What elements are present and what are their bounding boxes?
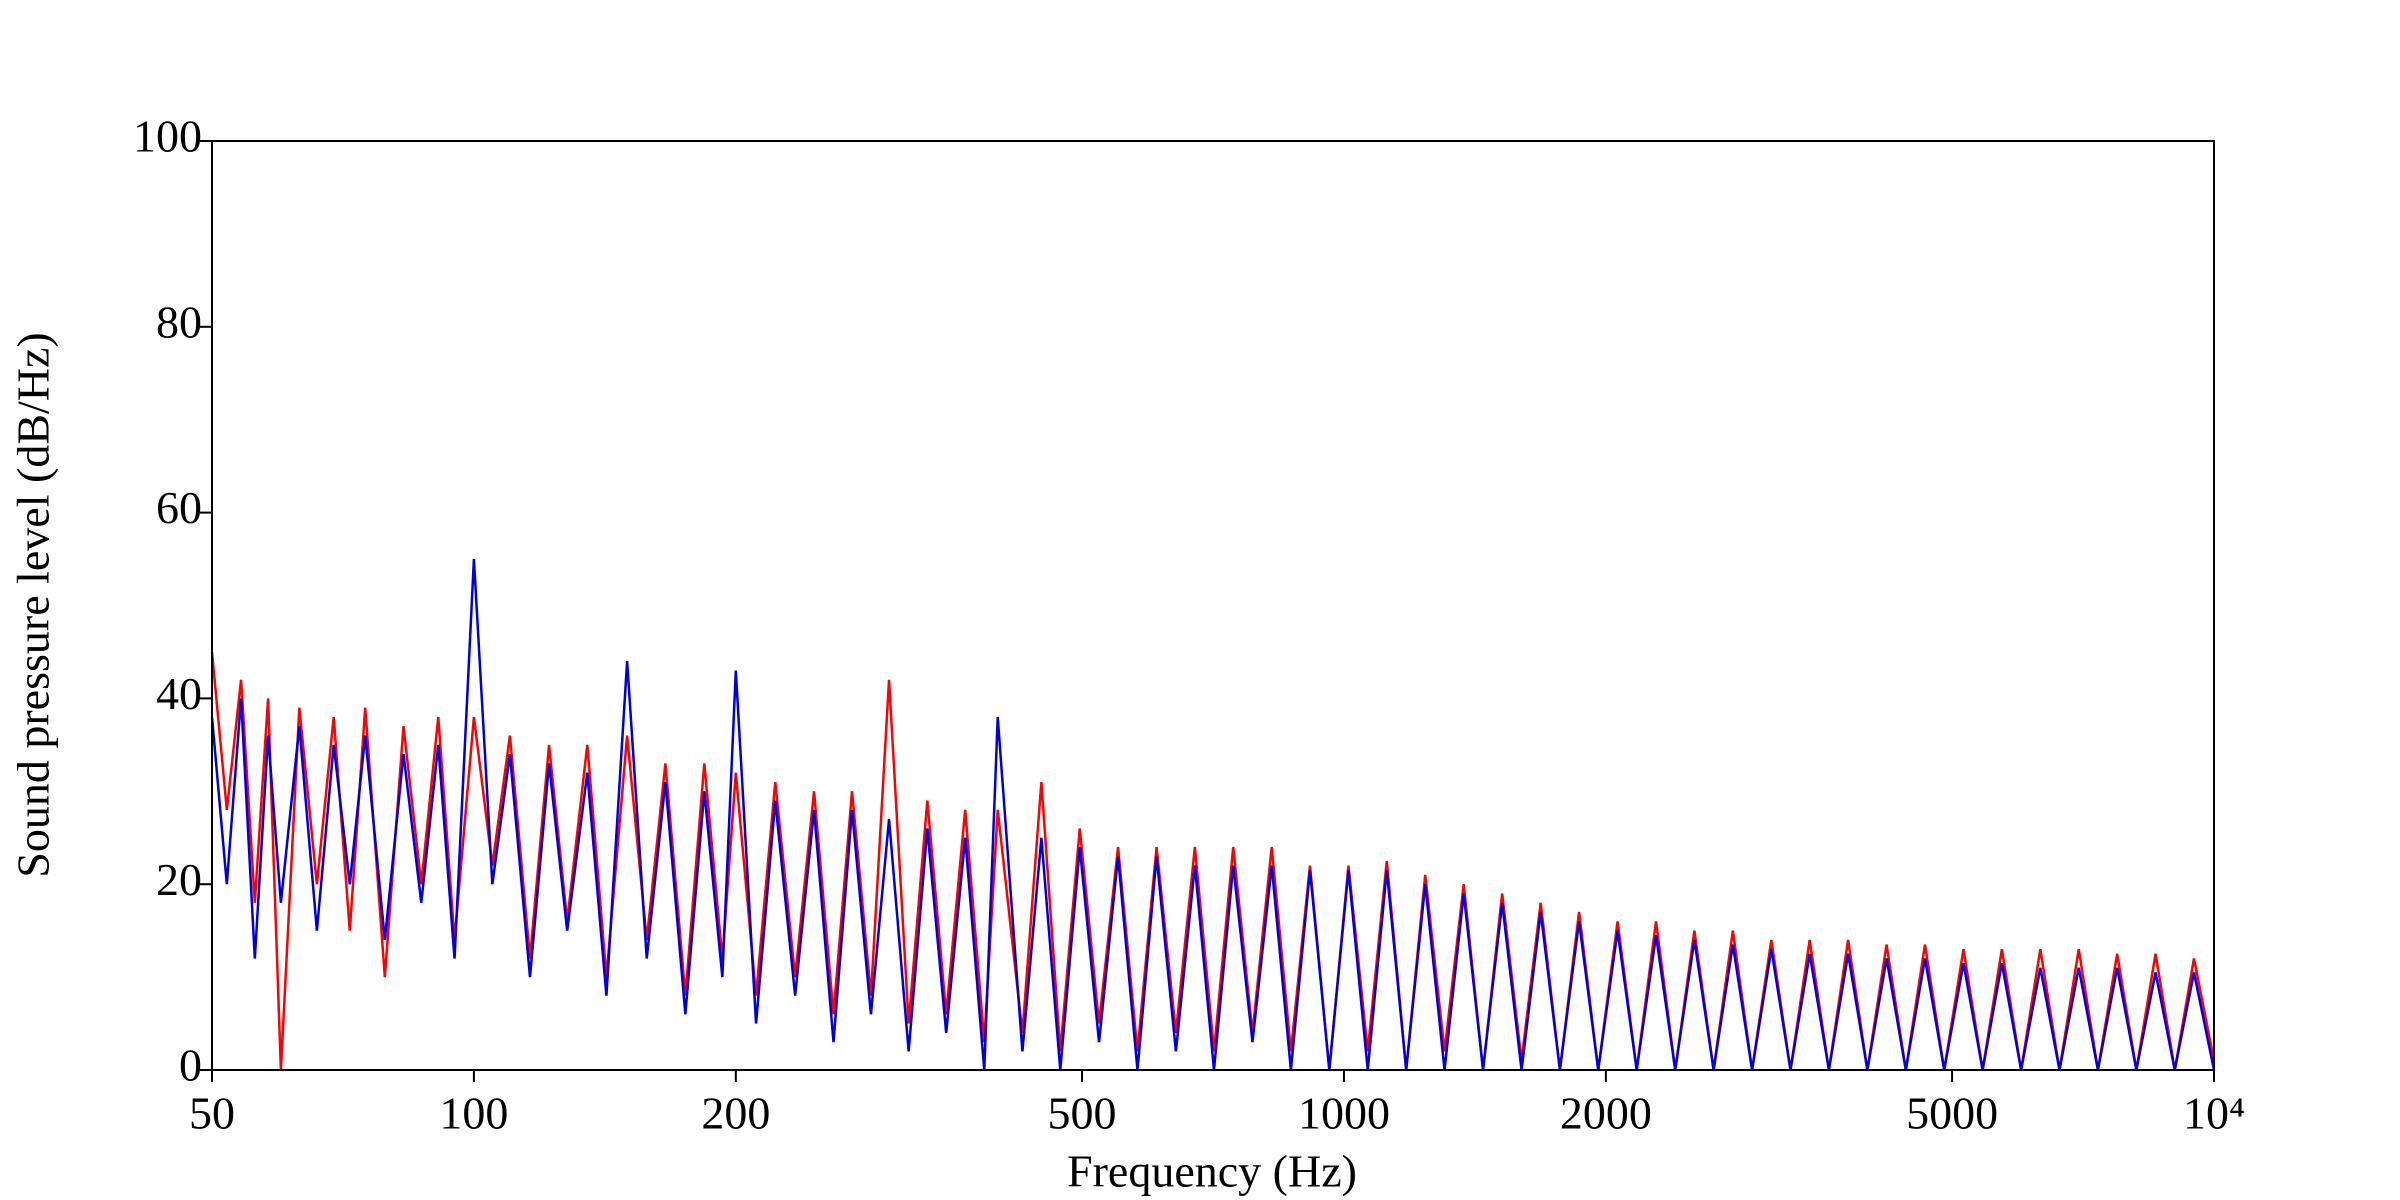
series-line	[210, 651, 2216, 1071]
plot-frame	[211, 140, 2215, 1071]
x-tick-label: 100	[439, 1088, 508, 1139]
x-tick-label: 1000	[1298, 1088, 1390, 1139]
x-tick-label: 500	[1048, 1088, 1117, 1139]
y-tick-label: 0	[179, 1040, 202, 1091]
y-tick-label: 100	[133, 111, 202, 162]
y-tick-label: 40	[156, 668, 202, 719]
x-axis-label: Frequency (Hz)	[1067, 1146, 1357, 1197]
y-tick-label: 20	[156, 854, 202, 905]
x-tick-label: 200	[701, 1088, 770, 1139]
y-tick-label: 60	[156, 482, 202, 533]
x-tick-label: 50	[189, 1088, 235, 1139]
series-line	[210, 558, 2216, 1071]
y-tick-label: 80	[156, 296, 202, 347]
y-axis-label: Sound pressure level (dB/Hz)	[8, 332, 59, 878]
x-tick-label: 5000	[1906, 1088, 1998, 1139]
x-tick-label: 10⁴	[2183, 1088, 2245, 1139]
x-tick-label: 2000	[1560, 1088, 1652, 1139]
